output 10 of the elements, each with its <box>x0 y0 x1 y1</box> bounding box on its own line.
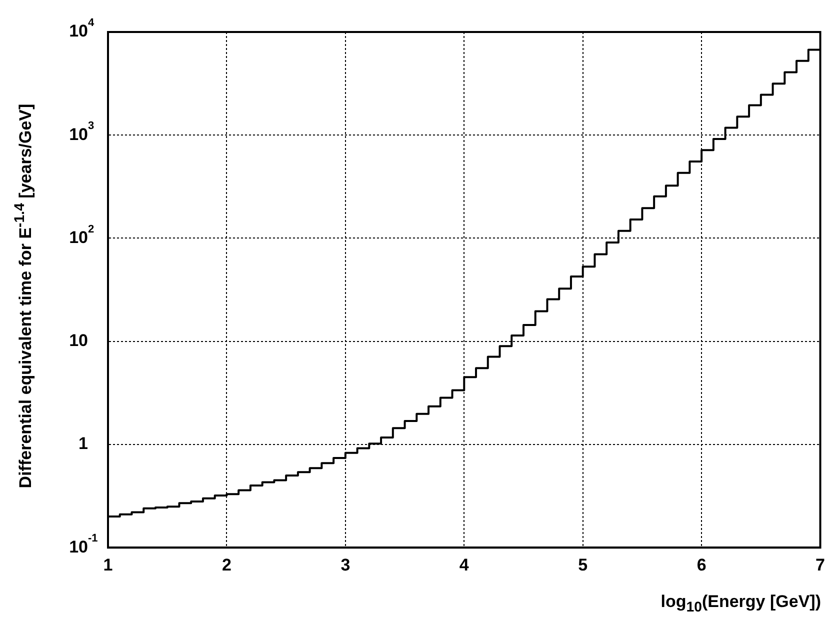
y-tick-label: 1 <box>78 434 88 454</box>
x-tick-label: 7 <box>816 555 826 574</box>
x-tick-label: 5 <box>578 555 588 574</box>
x-axis-title: log$_{10}$(Energy [GeV]) <box>660 592 821 616</box>
x-tick-label: 3 <box>340 555 350 574</box>
x-tick-label: 1 <box>103 555 113 574</box>
x-tick-label: 4 <box>459 555 470 574</box>
x-tick-label: 6 <box>696 555 706 574</box>
y-tick-label: 10 <box>69 331 88 350</box>
x-tick-label: 2 <box>222 555 232 574</box>
